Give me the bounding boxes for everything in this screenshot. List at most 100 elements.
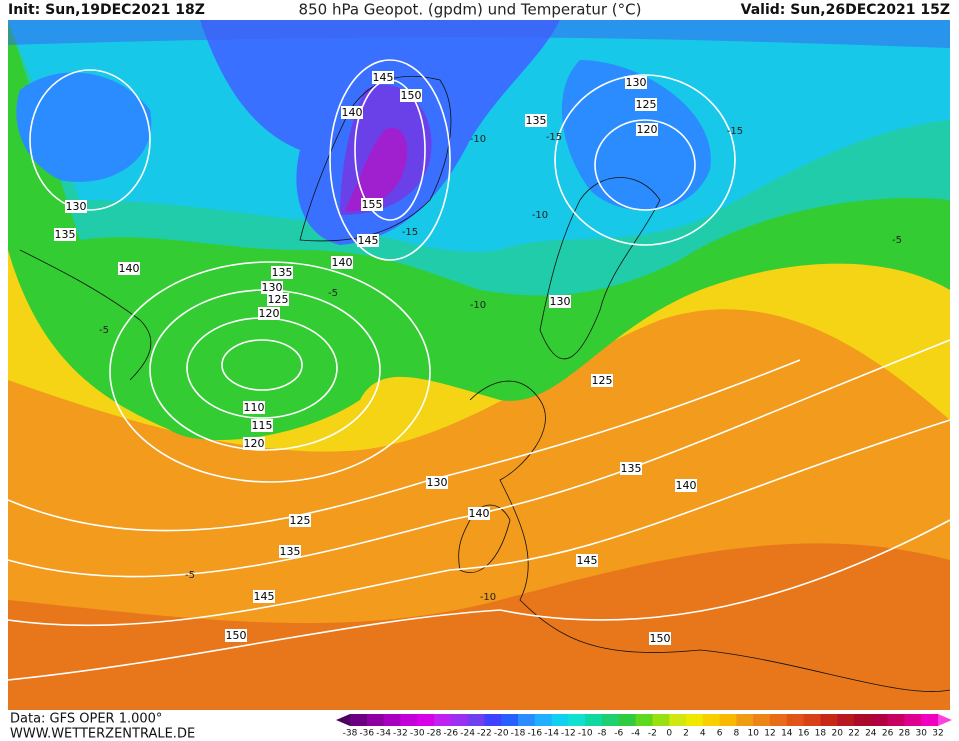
colorbar-label: 18 bbox=[815, 729, 827, 739]
colorbar-swatch bbox=[501, 714, 519, 726]
label-box bbox=[243, 437, 265, 450]
header-band bbox=[0, 0, 959, 20]
isohypse bbox=[7, 419, 951, 627]
colorbar-label: -30 bbox=[410, 729, 425, 739]
isohypse bbox=[594, 119, 696, 211]
colorbar-label: 12 bbox=[764, 729, 775, 739]
label-box bbox=[549, 295, 571, 308]
geopotential-label: 120 bbox=[244, 437, 265, 450]
label-box bbox=[675, 479, 697, 492]
geopotential-label: 150 bbox=[401, 89, 422, 102]
colorbar-swatch bbox=[635, 714, 653, 726]
geopotential-label: 140 bbox=[332, 256, 353, 269]
geopotential-label: 145 bbox=[358, 234, 379, 247]
colorbar: -38 -36 -34 -32 -30 -28 -26 -24 -22 -20 -18 -16 -14-… bbox=[336, 714, 952, 739]
colorbar-swatch bbox=[467, 714, 485, 726]
data-source: Data: GFS OPER 1.000° bbox=[10, 712, 162, 727]
colorbar-swatch bbox=[484, 714, 502, 726]
colorbar-swatch bbox=[702, 714, 721, 726]
contour-labels: 145 150 140 155 145 140 130 135 140 135 130 125 120 1… bbox=[54, 71, 902, 645]
colorbar-label: -2 bbox=[648, 729, 657, 739]
geopotential-label: 140 bbox=[676, 479, 697, 492]
geopotential-label: 140 bbox=[119, 262, 140, 275]
america-coast bbox=[19, 249, 152, 381]
colorbar-swatch bbox=[753, 714, 771, 726]
label-box bbox=[279, 545, 301, 558]
geopotential-label: 130 bbox=[66, 200, 87, 213]
geopotential-label: 120 bbox=[259, 307, 280, 320]
colorbar-swatch bbox=[366, 714, 385, 726]
label-box bbox=[400, 89, 422, 102]
colorbar-swatch bbox=[417, 714, 435, 726]
colorbar-label: -38 bbox=[343, 729, 358, 739]
colorbar-label: 26 bbox=[882, 729, 894, 739]
geopotential-label: 130 bbox=[550, 295, 571, 308]
colorbar-arrow bbox=[336, 714, 350, 726]
label-box bbox=[649, 632, 671, 645]
colorbar-label: -34 bbox=[376, 729, 391, 739]
colorbar-label: 2 bbox=[683, 729, 689, 739]
isohypse bbox=[7, 519, 951, 681]
isohypse bbox=[109, 261, 431, 483]
label-box bbox=[225, 629, 247, 642]
colorbar-swatch bbox=[887, 714, 905, 726]
temperature-label: -15 bbox=[727, 126, 743, 137]
colorbar-label: -10 bbox=[578, 729, 593, 739]
field-blue-top bbox=[8, 20, 950, 48]
colorbar-label: 22 bbox=[848, 729, 859, 739]
geopotential-label: 145 bbox=[373, 71, 394, 84]
geopotential-label: 135 bbox=[526, 114, 547, 127]
label-box bbox=[267, 293, 289, 306]
label-box bbox=[468, 507, 490, 520]
label-box bbox=[253, 590, 275, 603]
label-box bbox=[261, 281, 283, 294]
map-title: 850 hPa Geopot. (gpdm) und Temperatur (°… bbox=[299, 1, 642, 19]
colorbar-swatch bbox=[585, 714, 603, 726]
colorbar-arrow bbox=[938, 714, 952, 726]
colorbar-label: 28 bbox=[899, 729, 911, 739]
colorbar-swatch bbox=[400, 714, 418, 726]
label-box bbox=[341, 106, 363, 119]
label-box bbox=[620, 462, 642, 475]
colorbar-label: -6 bbox=[614, 729, 623, 739]
colorbar-label: 8 bbox=[734, 729, 740, 739]
geopotential-label: 125 bbox=[592, 374, 613, 387]
geopotential-label: 135 bbox=[55, 228, 76, 241]
label-box bbox=[636, 123, 658, 136]
colorbar-swatch bbox=[770, 714, 788, 726]
colorbar-label: 32 bbox=[932, 729, 943, 739]
colorbar-swatch bbox=[854, 714, 872, 726]
colorbar-swatch bbox=[837, 714, 855, 726]
colorbar-swatch bbox=[921, 714, 939, 726]
geopotential-label: 155 bbox=[362, 198, 383, 211]
geopotential-label: 150 bbox=[650, 632, 671, 645]
label-box bbox=[576, 554, 598, 567]
europe-coast bbox=[469, 380, 951, 692]
scandinavia-coast bbox=[539, 177, 661, 360]
colorbar-label: 4 bbox=[700, 729, 706, 739]
init-time: Init: Sun,19DEC2021 18Z bbox=[8, 2, 205, 18]
temperature-label: -15 bbox=[402, 227, 418, 238]
label-box bbox=[118, 262, 140, 275]
colorbar-label: -16 bbox=[527, 729, 542, 739]
colorbar-label: -24 bbox=[460, 729, 475, 739]
colorbar-swatch bbox=[786, 714, 805, 726]
colorbar-label: -4 bbox=[631, 729, 640, 739]
colorbar-label: 30 bbox=[915, 729, 927, 739]
geopotential-label: 145 bbox=[577, 554, 598, 567]
colorbar-swatch bbox=[350, 714, 368, 726]
colorbar-swatch bbox=[618, 714, 637, 726]
temperature-label: -10 bbox=[470, 300, 486, 311]
map bbox=[7, 20, 951, 710]
label-box bbox=[243, 401, 265, 414]
temperature-label: -10 bbox=[470, 134, 486, 145]
geopotential-label: 140 bbox=[469, 507, 490, 520]
colorbar-swatch bbox=[669, 714, 687, 726]
geopotential-label: 135 bbox=[272, 266, 293, 279]
label-box bbox=[357, 234, 379, 247]
temperature-label: -5 bbox=[892, 235, 902, 246]
geopotential-label: 130 bbox=[626, 76, 647, 89]
geopotential-label: 125 bbox=[290, 514, 311, 527]
colorbar-label: -20 bbox=[494, 729, 509, 739]
coastlines bbox=[19, 75, 951, 692]
